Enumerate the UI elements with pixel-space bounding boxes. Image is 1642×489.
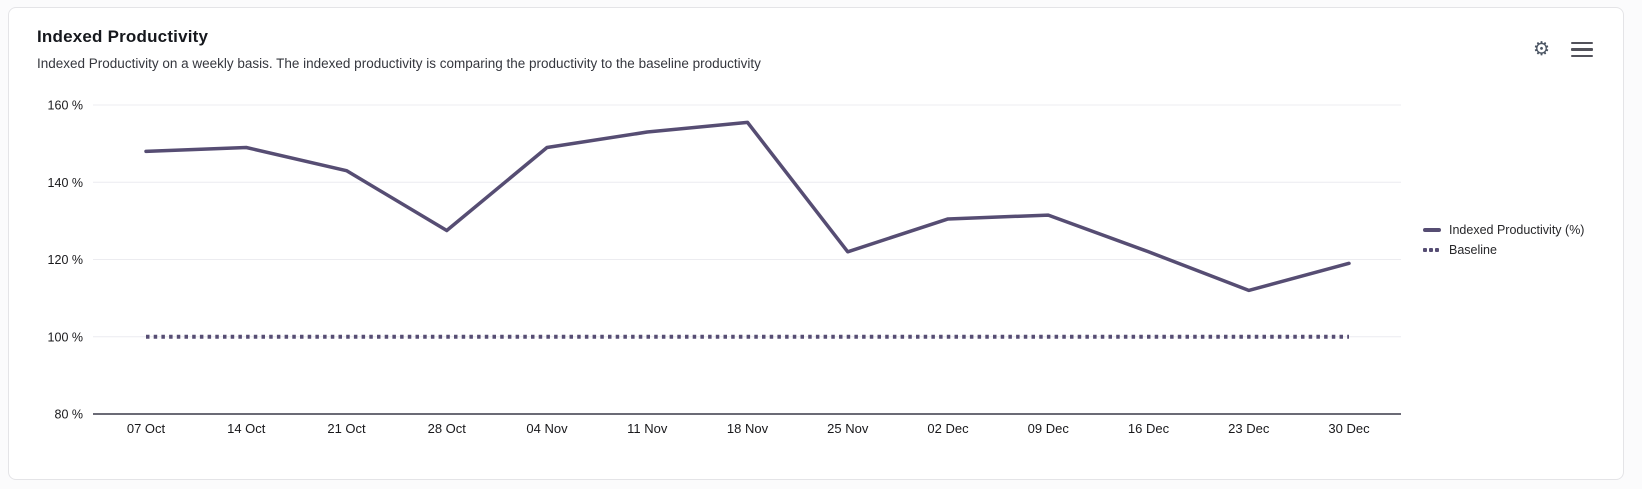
legend-solid-line-swatch [1423,228,1441,232]
y-tick-label: 160 % [48,99,83,113]
page-title: Indexed Productivity [37,27,209,46]
y-tick-label: 80 % [55,408,84,422]
indexed-productivity-card: Indexed Productivity Indexed Productivit… [8,7,1624,480]
x-tick-label: 16 Dec [1128,421,1170,436]
chart-legend: Indexed Productivity (%) Baseline [1423,223,1584,257]
chart-menu-button[interactable] [1569,40,1595,60]
legend-item-indexed-productivity[interactable]: Indexed Productivity (%) [1423,223,1584,237]
x-tick-label: 21 Oct [327,421,366,436]
x-axis-tick-labels: 07 Oct 14 Oct 21 Oct 28 Oct 04 Nov 11 Nov 18 N… [127,421,1370,436]
indexed-productivity-series-line [144,120,1351,293]
line-chart[interactable]: 160 % 140 % 120 % 100 % 80 % 07 Oct 14 Oct 21 … [9,8,1624,480]
x-tick-label: 11 Nov [627,421,668,436]
x-tick-label: 07 Oct [127,421,166,436]
y-axis-tick-labels: 160 % 140 % 120 % 100 % 80 % [48,99,83,422]
x-tick-label: 25 Nov [827,421,869,436]
y-tick-label: 100 % [48,330,83,344]
gridlines [93,104,1401,338]
hamburger-menu-icon [1571,41,1593,45]
legend-item-baseline[interactable]: Baseline [1423,243,1584,257]
x-tick-label: 30 Dec [1328,421,1370,436]
y-tick-label: 120 % [48,253,83,267]
settings-button[interactable]: ⚙ [1531,38,1552,61]
x-tick-label: 09 Dec [1028,421,1070,436]
x-tick-label: 28 Oct [428,421,467,436]
x-tick-label: 18 Nov [727,421,769,436]
x-tick-label: 23 Dec [1228,421,1270,436]
x-tick-label: 04 Nov [526,421,568,436]
gear-icon: ⚙ [1532,38,1550,60]
legend-dotted-line-swatch [1423,248,1441,252]
x-tick-label: 02 Dec [927,421,969,436]
x-tick-label: 14 Oct [227,421,266,436]
card-header-actions: ⚙ [1531,38,1595,61]
y-tick-label: 140 % [48,176,83,190]
card-subtitle: Indexed Productivity on a weekly basis. … [37,56,761,71]
legend-label: Indexed Productivity (%) [1449,223,1585,237]
legend-label: Baseline [1449,243,1497,257]
